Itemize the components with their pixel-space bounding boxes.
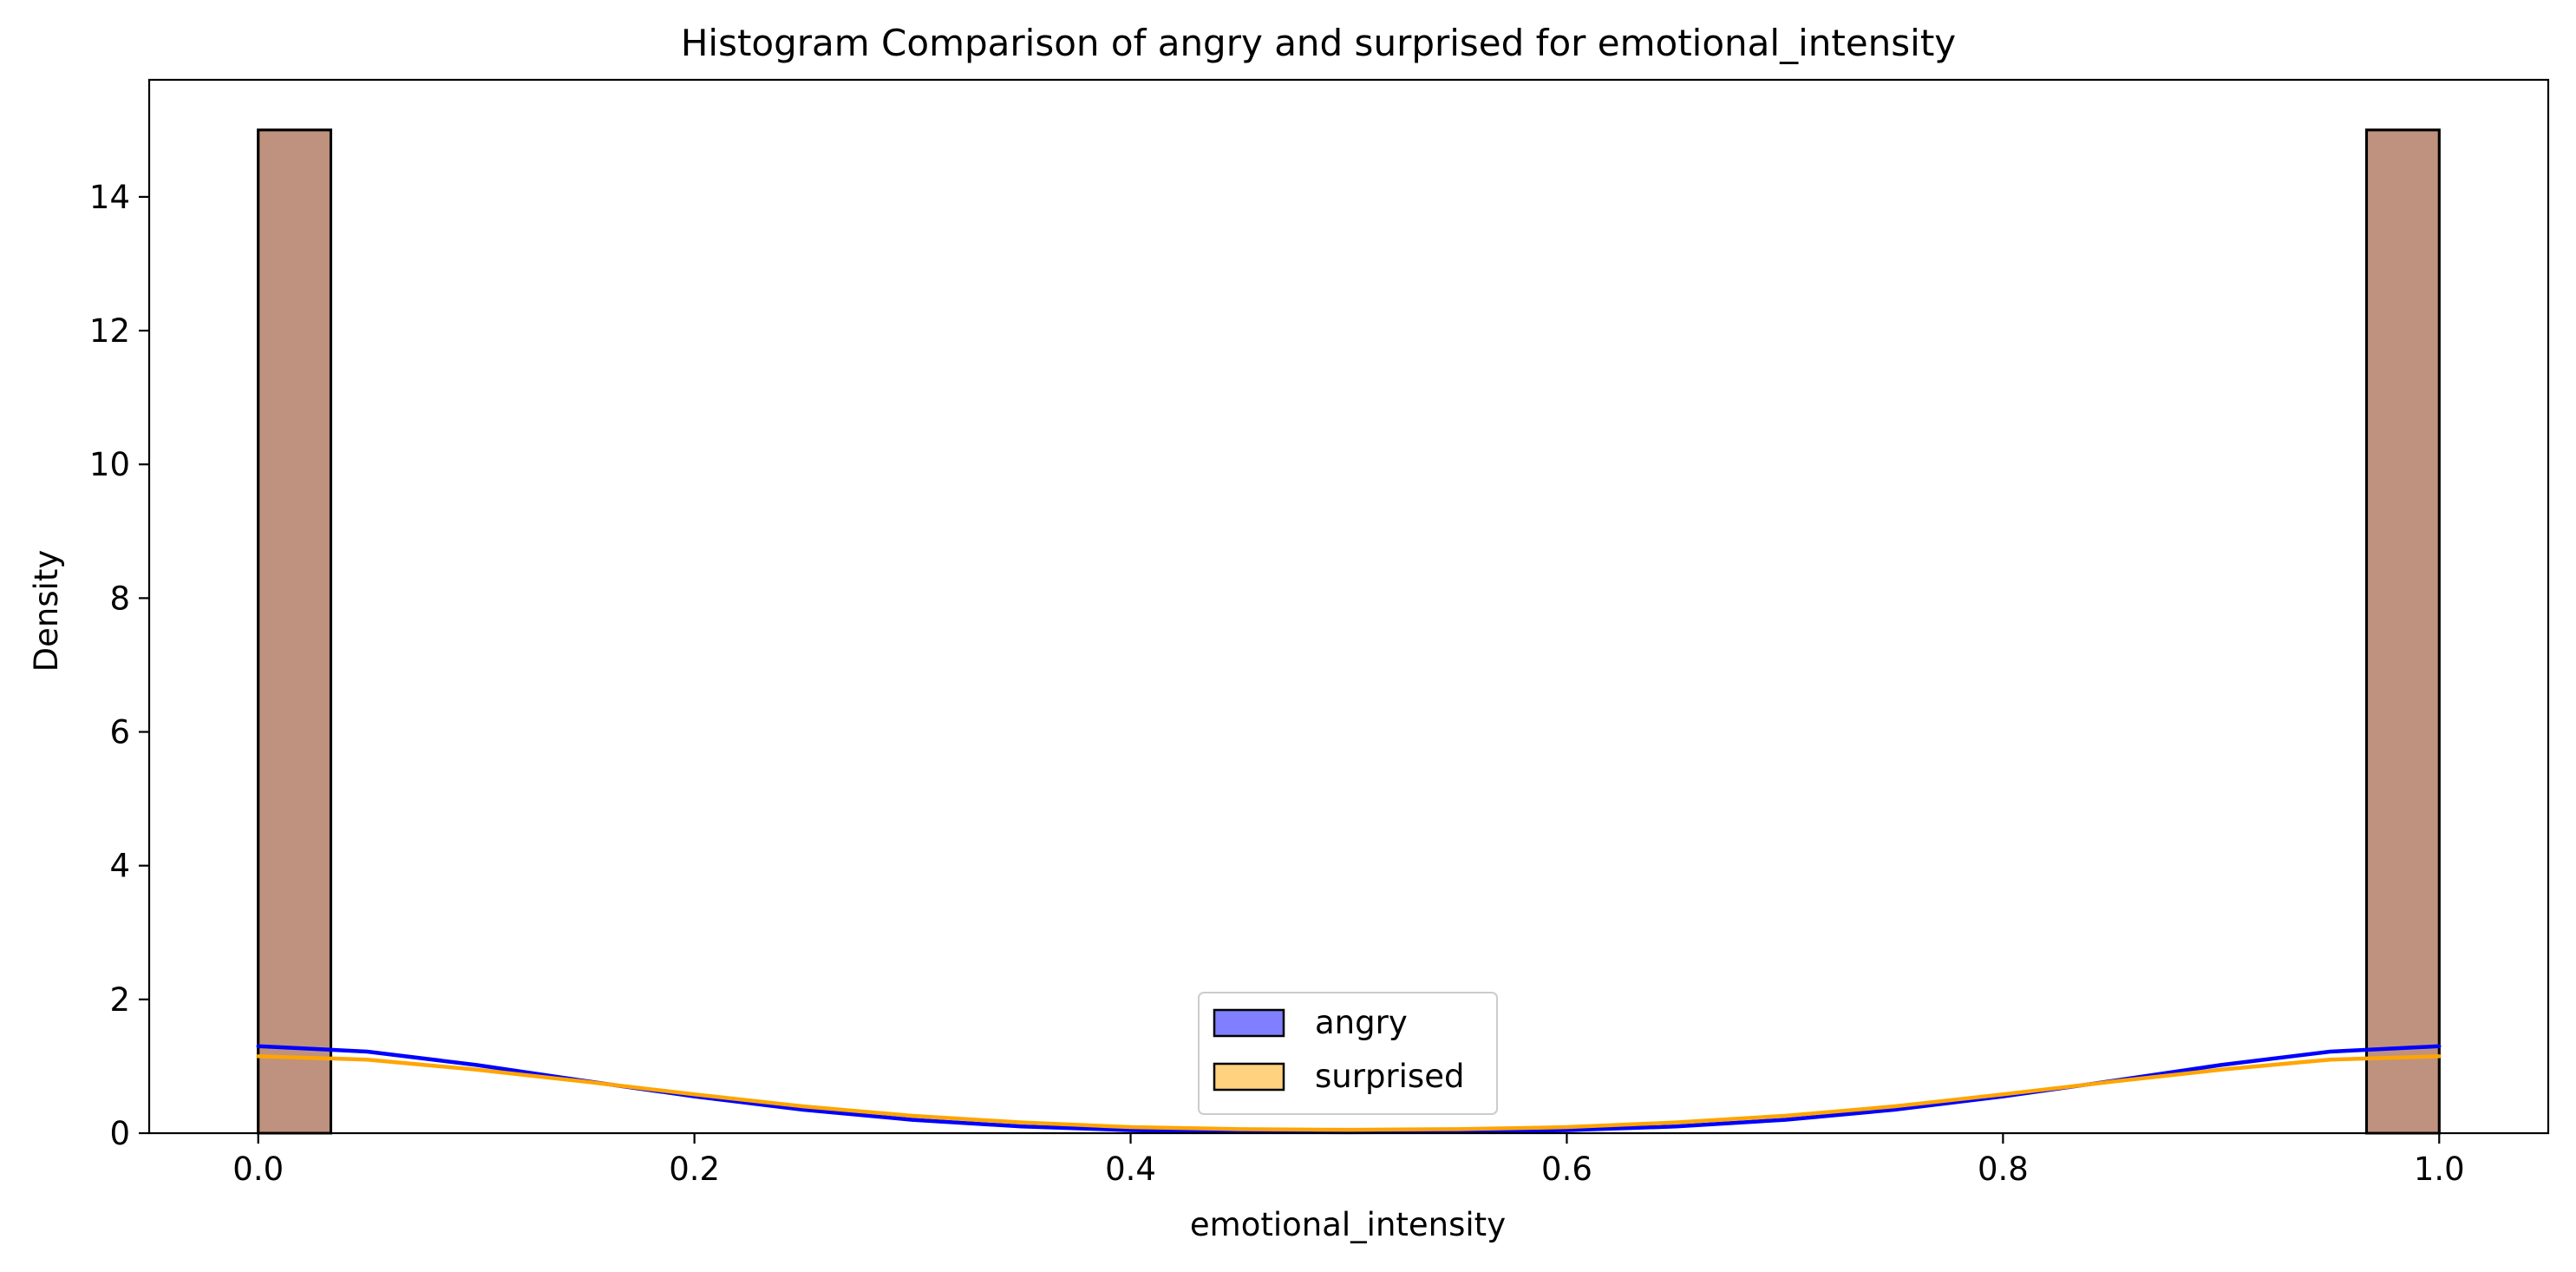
y-axis-label: Density — [28, 550, 65, 672]
x-tick-label: 0.6 — [1541, 1151, 1592, 1188]
histogram-bar-surprised-1 — [2365, 128, 2441, 1135]
y-tick-label: 2 — [109, 981, 130, 1019]
y-tick-label: 8 — [109, 580, 130, 617]
legend-label-surprised: surprised — [1315, 1058, 1464, 1095]
x-tick-label: 0.0 — [232, 1151, 284, 1188]
x-tick-label: 0.4 — [1105, 1151, 1156, 1188]
y-tick-label: 10 — [89, 446, 130, 483]
y-tick-label: 0 — [109, 1115, 130, 1152]
kde-line-surprised — [256, 1054, 2442, 1132]
y-tick-label: 14 — [89, 179, 130, 216]
legend-swatch-angry — [1213, 1008, 1285, 1038]
legend-label-angry: angry — [1315, 1004, 1408, 1041]
chart-title: Histogram Comparison of angry and surpri… — [681, 22, 1956, 64]
y-tick-label: 12 — [89, 312, 130, 350]
histogram-bar-surprised-0 — [257, 128, 332, 1135]
legend-swatch-surprised — [1213, 1062, 1285, 1092]
y-tick-label: 4 — [109, 848, 130, 885]
x-tick-label: 0.2 — [669, 1151, 720, 1188]
y-tick-label: 6 — [109, 714, 130, 751]
plot-area: 0.0 0.2 0.4 0.6 0.8 1.0 0 2 4 6 8 10 12 14 — [89, 78, 2550, 1188]
x-tick-label: 0.8 — [1978, 1151, 2029, 1188]
x-axis-label: emotional_intensity — [1190, 1206, 1506, 1243]
axes-frame — [147, 78, 2550, 1135]
x-tick-label: 1.0 — [2414, 1151, 2465, 1188]
legend: angry surprised — [1198, 992, 1498, 1115]
